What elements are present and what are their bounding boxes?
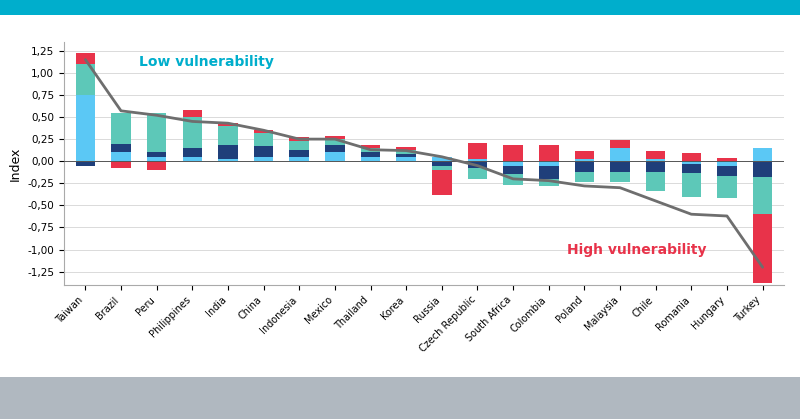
Bar bbox=[468, 168, 487, 179]
Bar bbox=[539, 166, 558, 179]
Bar bbox=[147, 113, 166, 153]
Bar bbox=[682, 153, 701, 161]
Bar bbox=[361, 153, 380, 157]
Bar bbox=[361, 145, 380, 148]
Bar bbox=[396, 157, 416, 161]
Bar bbox=[468, 142, 487, 158]
Bar bbox=[717, 161, 737, 166]
Bar bbox=[717, 166, 737, 176]
Bar bbox=[753, 148, 773, 161]
Bar bbox=[75, 53, 95, 64]
Bar bbox=[325, 145, 345, 153]
Bar bbox=[610, 148, 630, 161]
Bar bbox=[290, 141, 309, 150]
Bar bbox=[111, 153, 131, 161]
Bar bbox=[503, 145, 523, 161]
Bar bbox=[182, 110, 202, 117]
Bar bbox=[147, 161, 166, 170]
Text: Low vulnerability: Low vulnerability bbox=[139, 55, 274, 69]
Bar bbox=[574, 158, 594, 161]
Bar bbox=[75, 95, 95, 161]
Bar bbox=[218, 145, 238, 158]
Bar bbox=[432, 157, 452, 161]
Bar bbox=[574, 172, 594, 182]
Legend: Basic balance, External debt position, Reserves adequacy, Domestic conditions, V: Basic balance, External debt position, R… bbox=[70, 417, 480, 419]
Bar bbox=[682, 161, 701, 164]
Bar bbox=[75, 161, 95, 166]
Bar bbox=[182, 117, 202, 148]
Bar bbox=[111, 161, 131, 168]
Bar bbox=[432, 166, 452, 170]
Bar bbox=[254, 157, 274, 161]
Bar bbox=[218, 158, 238, 161]
Bar bbox=[753, 161, 773, 177]
Bar bbox=[432, 170, 452, 195]
Bar bbox=[182, 148, 202, 157]
Bar bbox=[717, 176, 737, 198]
Bar bbox=[574, 150, 594, 158]
Bar bbox=[682, 173, 701, 197]
Bar bbox=[432, 161, 452, 166]
Bar bbox=[111, 113, 131, 144]
Bar bbox=[539, 145, 558, 161]
Bar bbox=[147, 157, 166, 161]
Bar bbox=[75, 64, 95, 95]
Bar bbox=[396, 154, 416, 157]
Bar bbox=[646, 158, 666, 161]
Bar bbox=[646, 161, 666, 172]
Bar bbox=[254, 133, 274, 146]
Bar bbox=[468, 161, 487, 168]
Bar bbox=[503, 161, 523, 166]
Bar bbox=[610, 161, 630, 172]
Bar bbox=[182, 157, 202, 161]
Bar bbox=[646, 172, 666, 191]
Bar bbox=[574, 161, 594, 172]
Bar bbox=[610, 140, 630, 148]
Bar bbox=[539, 161, 558, 166]
Bar bbox=[468, 158, 487, 161]
Bar bbox=[503, 166, 523, 174]
Bar bbox=[682, 164, 701, 173]
Bar bbox=[646, 150, 666, 158]
Bar bbox=[361, 148, 380, 153]
Bar bbox=[325, 139, 345, 145]
Bar bbox=[753, 177, 773, 214]
Bar bbox=[218, 126, 238, 145]
Bar bbox=[254, 146, 274, 157]
Bar bbox=[325, 153, 345, 161]
Bar bbox=[290, 157, 309, 161]
Bar bbox=[396, 150, 416, 154]
Text: High vulnerability: High vulnerability bbox=[566, 243, 706, 257]
Bar bbox=[503, 174, 523, 185]
Bar bbox=[218, 123, 238, 126]
Bar bbox=[111, 144, 131, 153]
Bar bbox=[753, 214, 773, 283]
Bar bbox=[254, 130, 274, 133]
Bar bbox=[717, 158, 737, 161]
Bar bbox=[396, 147, 416, 150]
Bar bbox=[361, 157, 380, 161]
Bar bbox=[539, 179, 558, 186]
Bar bbox=[147, 153, 166, 157]
Bar bbox=[610, 172, 630, 182]
Bar bbox=[325, 136, 345, 139]
Y-axis label: Index: Index bbox=[9, 146, 22, 181]
Bar bbox=[290, 137, 309, 141]
Bar bbox=[290, 150, 309, 157]
